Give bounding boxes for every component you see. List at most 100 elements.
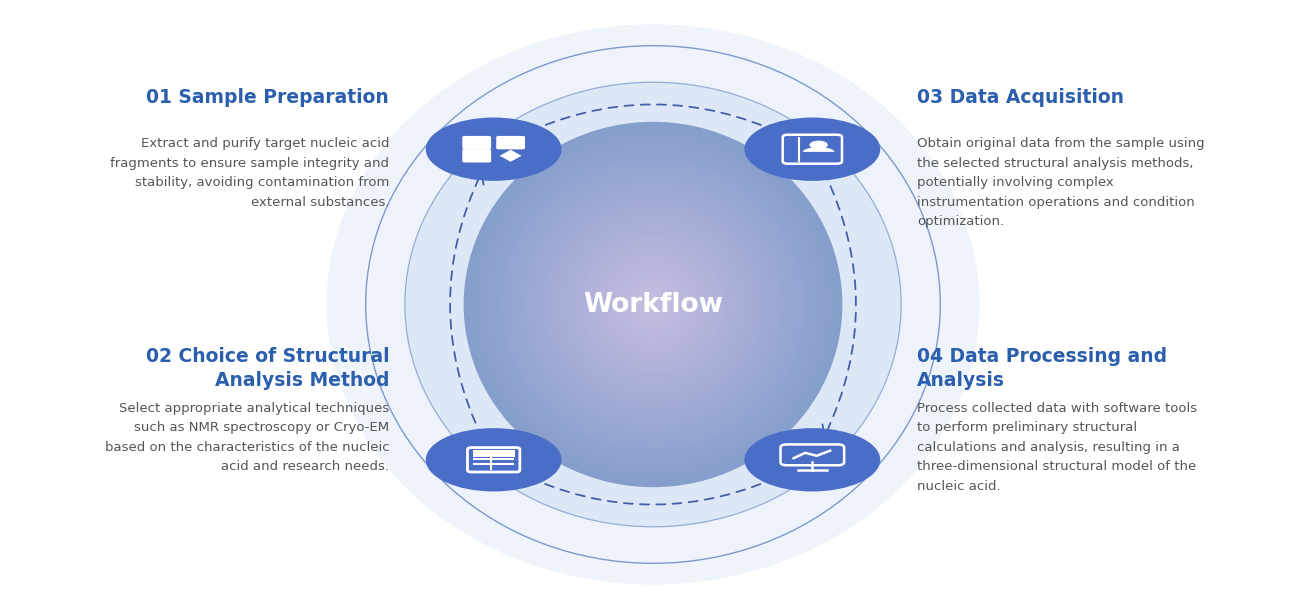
Ellipse shape	[606, 259, 700, 350]
Ellipse shape	[610, 263, 696, 346]
Text: Obtain original data from the sample using
the selected structural analysis meth: Obtain original data from the sample usi…	[917, 137, 1204, 228]
Ellipse shape	[596, 250, 710, 359]
Ellipse shape	[470, 128, 836, 481]
Ellipse shape	[648, 300, 658, 309]
Ellipse shape	[572, 227, 734, 382]
Ellipse shape	[528, 183, 778, 426]
Polygon shape	[803, 147, 835, 152]
Ellipse shape	[502, 158, 804, 451]
Ellipse shape	[556, 211, 750, 398]
Ellipse shape	[520, 177, 786, 432]
Ellipse shape	[475, 133, 831, 476]
Ellipse shape	[609, 261, 697, 348]
Ellipse shape	[478, 136, 828, 474]
Ellipse shape	[483, 140, 824, 469]
Ellipse shape	[589, 243, 717, 366]
Ellipse shape	[537, 192, 769, 417]
Ellipse shape	[598, 252, 708, 357]
Ellipse shape	[485, 143, 821, 466]
Ellipse shape	[469, 127, 837, 482]
Polygon shape	[500, 150, 521, 162]
Ellipse shape	[495, 152, 811, 457]
Ellipse shape	[577, 231, 729, 378]
Ellipse shape	[592, 245, 714, 364]
Ellipse shape	[627, 280, 679, 329]
Text: Select appropriate analytical techniques
such as NMR spectroscopy or Cryo-EM
bas: Select appropriate analytical techniques…	[104, 402, 389, 473]
Text: Workflow: Workflow	[582, 292, 724, 317]
FancyArrowPatch shape	[516, 104, 789, 139]
Ellipse shape	[496, 154, 810, 456]
Ellipse shape	[650, 302, 656, 307]
Ellipse shape	[533, 188, 773, 421]
Ellipse shape	[560, 216, 746, 393]
FancyArrowPatch shape	[823, 171, 855, 436]
Ellipse shape	[464, 122, 842, 487]
Circle shape	[744, 428, 880, 491]
Ellipse shape	[615, 268, 691, 341]
Ellipse shape	[522, 179, 784, 430]
Ellipse shape	[405, 82, 901, 527]
Ellipse shape	[466, 124, 840, 485]
Ellipse shape	[568, 222, 738, 387]
Ellipse shape	[629, 281, 677, 328]
Ellipse shape	[525, 181, 781, 428]
Ellipse shape	[622, 275, 684, 334]
Ellipse shape	[481, 138, 825, 471]
Ellipse shape	[646, 298, 660, 311]
FancyBboxPatch shape	[462, 136, 491, 149]
Ellipse shape	[620, 272, 686, 336]
Text: Process collected data with software tools
to perform preliminary structural
cal: Process collected data with software too…	[917, 402, 1196, 493]
Ellipse shape	[539, 195, 767, 414]
Ellipse shape	[636, 289, 670, 320]
Ellipse shape	[563, 217, 743, 392]
Ellipse shape	[582, 236, 724, 373]
Ellipse shape	[513, 170, 793, 439]
Text: 01 Sample Preparation: 01 Sample Preparation	[146, 88, 389, 107]
Ellipse shape	[575, 229, 731, 380]
Ellipse shape	[530, 186, 776, 423]
Ellipse shape	[584, 238, 722, 371]
Ellipse shape	[366, 46, 940, 563]
Ellipse shape	[624, 277, 682, 332]
Text: Extract and purify target nucleic acid
fragments to ensure sample integrity and
: Extract and purify target nucleic acid f…	[110, 137, 389, 208]
Ellipse shape	[641, 293, 665, 316]
Ellipse shape	[603, 256, 703, 353]
Ellipse shape	[490, 147, 816, 462]
Ellipse shape	[546, 202, 760, 407]
Ellipse shape	[594, 247, 712, 362]
Ellipse shape	[326, 24, 980, 585]
Ellipse shape	[518, 174, 788, 435]
Ellipse shape	[618, 270, 688, 339]
Circle shape	[426, 428, 562, 491]
FancyBboxPatch shape	[462, 149, 491, 163]
Text: 02 Choice of Structural
Analysis Method: 02 Choice of Structural Analysis Method	[145, 347, 389, 390]
Ellipse shape	[516, 172, 790, 437]
Ellipse shape	[534, 190, 772, 419]
FancyArrowPatch shape	[517, 470, 790, 505]
Ellipse shape	[635, 286, 673, 323]
Ellipse shape	[601, 254, 705, 354]
Ellipse shape	[542, 197, 764, 412]
Ellipse shape	[473, 131, 833, 478]
Ellipse shape	[507, 163, 799, 446]
Ellipse shape	[565, 220, 741, 389]
Ellipse shape	[551, 206, 755, 403]
Ellipse shape	[559, 213, 747, 396]
Circle shape	[426, 118, 562, 181]
Ellipse shape	[554, 208, 752, 401]
Ellipse shape	[639, 291, 667, 318]
Ellipse shape	[632, 284, 674, 325]
Text: 04 Data Processing and
Analysis: 04 Data Processing and Analysis	[917, 347, 1168, 390]
Ellipse shape	[545, 200, 761, 410]
Ellipse shape	[613, 266, 693, 343]
Ellipse shape	[586, 241, 720, 368]
Text: 03 Data Acquisition: 03 Data Acquisition	[917, 88, 1123, 107]
Ellipse shape	[571, 225, 735, 384]
Polygon shape	[473, 450, 515, 457]
FancyArrowPatch shape	[451, 173, 483, 438]
Ellipse shape	[511, 167, 795, 442]
Ellipse shape	[508, 165, 798, 444]
Circle shape	[744, 118, 880, 181]
Ellipse shape	[492, 149, 814, 460]
Ellipse shape	[504, 161, 802, 448]
